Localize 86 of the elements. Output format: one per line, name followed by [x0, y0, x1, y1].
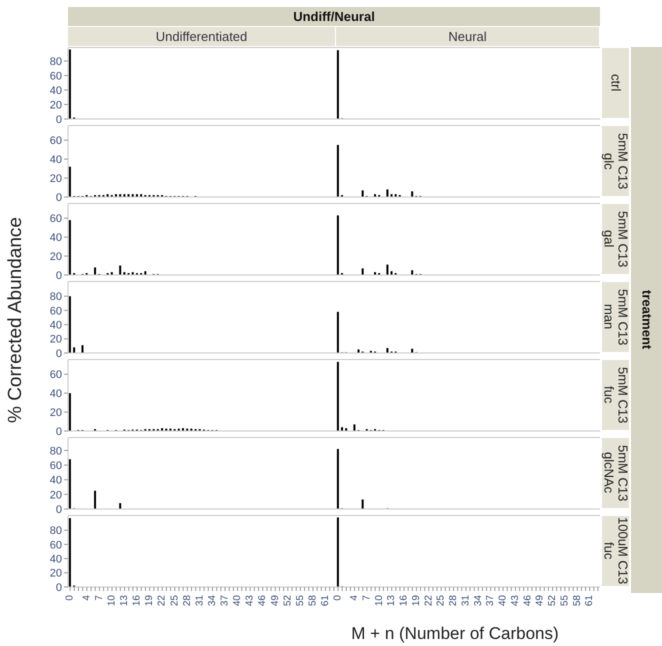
x-tick-label: 61	[320, 594, 332, 606]
y-tick-label: 0	[56, 504, 62, 516]
x-tick-label: 22	[156, 594, 168, 606]
y-tick-label: 20	[50, 489, 62, 502]
y-tick-label: 60	[50, 70, 62, 82]
x-tick-label: 13	[386, 594, 398, 606]
y2-axis-title: ctrl	[608, 74, 624, 92]
y-tick-label: 20	[50, 406, 62, 419]
x-tick-label: 40	[232, 594, 244, 606]
x-tick-label: 37	[220, 594, 231, 606]
y2-axis-title: 5mM C13 man	[602, 282, 630, 352]
y-tick-label: 60	[50, 369, 62, 382]
x-tick-label: 31	[460, 594, 472, 606]
y-tick-label: 80	[50, 445, 62, 458]
x-tick-label: 52	[282, 594, 294, 606]
x-tick-label: 49	[270, 594, 281, 606]
y-tick-label: 40	[50, 154, 62, 166]
y-tick-label: 60	[50, 539, 62, 552]
y2-axis-title: 100uM C13 fuc	[602, 516, 630, 586]
x-tick-label: 7	[361, 594, 372, 601]
x-tick-label: 16	[132, 594, 143, 606]
y-tick-label: 40	[50, 474, 62, 487]
x-tick-label: 31	[194, 594, 206, 606]
y-tick-label: 80	[50, 525, 62, 538]
x-tick-label: 28	[448, 594, 460, 606]
y2-axis-title: 5mM C13 glcNAc	[602, 438, 630, 508]
y-tick-label: 0	[56, 114, 62, 126]
x-tick-label: 4	[81, 594, 92, 601]
y-tick-label: 20	[50, 172, 62, 185]
y-tick-label: 60	[50, 135, 62, 148]
chart-subtitle: Neural	[336, 27, 599, 46]
x-tick-label: 49	[534, 594, 546, 606]
x-tick-label: 10	[374, 594, 385, 606]
x-tick-label: 46	[522, 594, 534, 606]
y2-axis-title: 5mM C13 fuc	[602, 360, 630, 430]
y-tick-label: 80	[50, 56, 62, 68]
y-tick-label: 20	[50, 99, 62, 112]
x-tick-label: 34	[472, 594, 484, 606]
y-tick-label: 60	[50, 305, 62, 318]
x-tick-label: 28	[182, 594, 193, 606]
x-tick-label: 10	[106, 594, 118, 606]
y-tick-label: 20	[50, 568, 62, 580]
chart-subtitle: Undifferentiated	[68, 27, 335, 46]
x-tick-label: 19	[144, 594, 156, 606]
x-tick-label: 0	[64, 594, 76, 601]
y-tick-label: 40	[50, 554, 62, 566]
y-tick-label: 60	[50, 213, 62, 226]
x-tick-label: 61	[584, 594, 596, 606]
x-tick-label: 58	[307, 594, 318, 606]
y-tick-label: 0	[56, 270, 62, 282]
y-tick-label: 0	[56, 348, 62, 360]
x-tick-label: 19	[410, 594, 422, 606]
y-axis-title: % Corrected Abundance	[5, 217, 27, 423]
y-tick-label: 0	[56, 426, 62, 438]
x-tick-label: 55	[559, 594, 570, 606]
y-tick-label: 80	[50, 291, 62, 304]
x-tick-label: 43	[244, 594, 256, 606]
x-tick-label: 55	[294, 594, 306, 606]
x-tick-label: 40	[498, 594, 509, 606]
x-tick-label: 0	[332, 594, 344, 601]
x-tick-label: 46	[257, 594, 268, 606]
y-tick-label: 40	[50, 84, 62, 97]
x-tick-label: 37	[485, 594, 496, 606]
x-tick-label: 34	[206, 594, 218, 606]
y-tick-label: 60	[50, 460, 62, 472]
y-tick-label: 20	[50, 334, 62, 346]
text: treatment	[640, 290, 654, 350]
y-tick-label: 40	[50, 320, 62, 332]
x-tick-label: 13	[119, 594, 130, 606]
x-tick-label: 58	[572, 594, 583, 606]
y-tick-label: 40	[50, 232, 62, 244]
x-tick-label: 25	[436, 594, 447, 606]
x-tick-label: 25	[169, 594, 180, 606]
x-tick-label: 22	[423, 594, 434, 606]
x-tick-label: 7	[94, 594, 105, 601]
x-tick-label: 52	[547, 594, 558, 606]
chart-title: Undiff/Neural	[68, 7, 600, 26]
x-tick-label: 4	[349, 594, 360, 601]
x-tick-label: 16	[398, 594, 410, 606]
y-tick-label: 20	[50, 250, 62, 263]
y-tick-label: 0	[56, 192, 62, 204]
x-tick-label: 43	[510, 594, 521, 606]
y2-axis-title: 5mM C13 glc	[602, 126, 630, 196]
y-tick-label: 40	[50, 388, 62, 400]
y2-axis-title: 5mM C13 gal	[602, 204, 630, 274]
x-axis-title: M + n (Number of Carbons)	[350, 624, 560, 644]
